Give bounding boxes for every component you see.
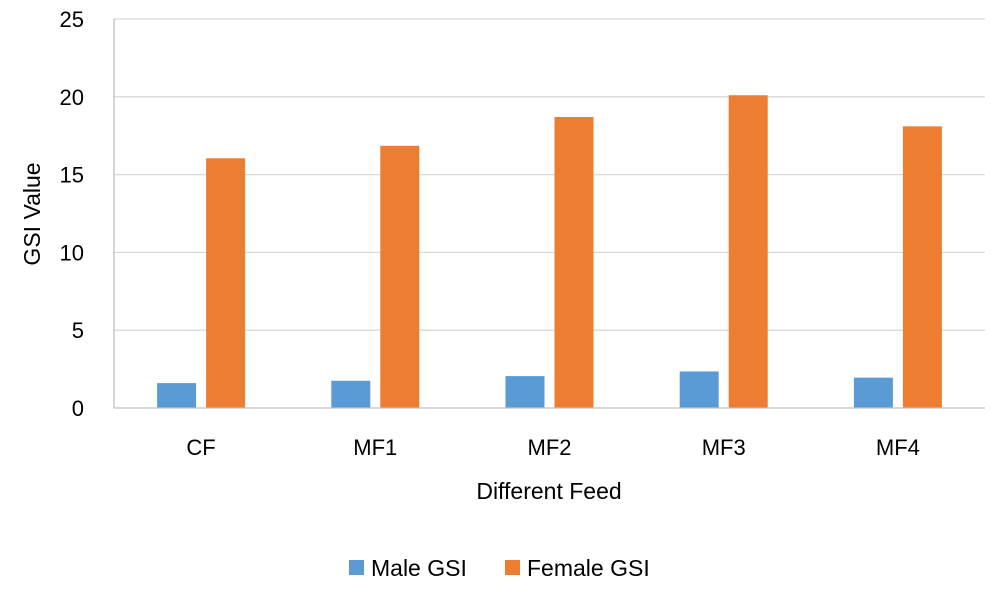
x-tick-label: MF3 (702, 435, 746, 460)
x-tick-label: CF (186, 435, 215, 460)
y-tick-labels: 0 5 10 15 20 25 (60, 7, 84, 421)
bar-female-gsi-mf2 (554, 117, 594, 408)
bar-female-gsi-mf4 (902, 126, 942, 408)
bar-female-gsi-cf (206, 158, 246, 408)
legend-label-female-gsi: Female GSI (527, 555, 650, 581)
bar-male-gsi-mf3 (679, 371, 719, 408)
y-tick-label: 10 (60, 240, 84, 265)
x-tick-label: MF2 (528, 435, 572, 460)
bar-female-gsi-mf3 (728, 95, 768, 408)
y-tick-label: 25 (60, 7, 84, 32)
bar-male-gsi-mf2 (505, 376, 545, 408)
legend-label-male-gsi: Male GSI (371, 555, 467, 581)
bars (157, 95, 942, 408)
x-tick-labels: CF MF1 MF2 MF3 MF4 (186, 435, 919, 460)
y-tick-label: 15 (60, 163, 84, 188)
legend: Male GSI Female GSI (349, 555, 650, 581)
y-tick-label: 5 (72, 318, 84, 343)
bar-female-gsi-mf1 (380, 145, 420, 408)
y-tick-label: 20 (60, 85, 84, 110)
bar-male-gsi-mf4 (853, 377, 893, 408)
x-axis-title: Different Feed (476, 478, 621, 504)
bar-male-gsi-mf1 (331, 380, 371, 408)
legend-swatch-female-gsi (505, 560, 520, 575)
bar-male-gsi-cf (157, 383, 197, 408)
y-tick-label: 0 (72, 396, 84, 421)
legend-swatch-male-gsi (349, 560, 364, 575)
axes (113, 19, 985, 409)
x-tick-label: MF4 (876, 435, 920, 460)
x-tick-label: MF1 (353, 435, 397, 460)
gridlines (114, 18, 985, 331)
y-axis-title: GSI Value (19, 162, 45, 265)
